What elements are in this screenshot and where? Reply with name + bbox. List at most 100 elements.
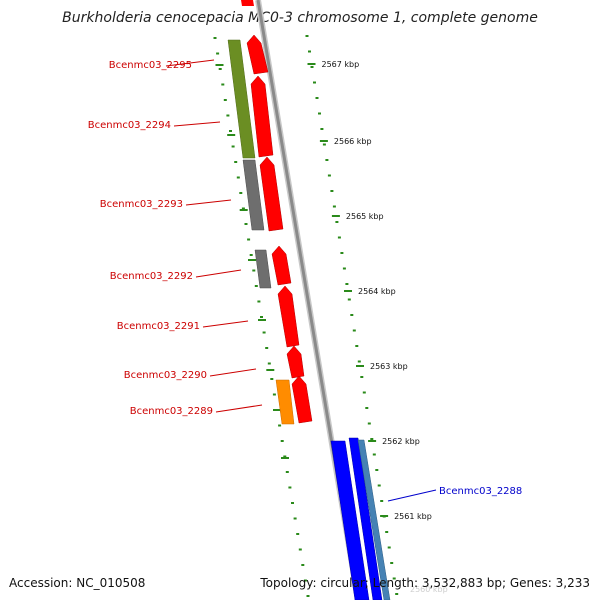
inner-tick-dot — [236, 176, 240, 179]
inner-tick-dot — [262, 331, 266, 334]
outer-tick-dot — [360, 376, 364, 378]
genome-summary: Topology: circular; Length: 3,532,883 bp… — [260, 576, 590, 590]
outer-tick-dot — [320, 128, 324, 130]
cog-2293[interactable] — [242, 159, 265, 231]
outer-tick-dot — [355, 345, 359, 347]
gene-label[interactable]: Bcenmc03_2288 — [439, 486, 522, 497]
outer-tick-dot — [370, 438, 374, 440]
outer-major-tick — [331, 215, 340, 217]
cds-partial-top[interactable] — [241, 0, 254, 6]
cds-2293[interactable] — [259, 156, 284, 232]
inner-major-tick — [266, 369, 275, 371]
outer-tick-dot — [380, 500, 384, 502]
inner-tick-dot — [218, 68, 222, 70]
inner-tick-dot — [216, 52, 220, 55]
inner-tick-dot — [267, 362, 271, 365]
cog-2289[interactable] — [275, 379, 295, 425]
gene-leader-line — [209, 368, 257, 377]
outer-tick-dot — [372, 453, 376, 456]
outer-tick-dot — [315, 97, 319, 99]
outer-tick-dot — [313, 81, 316, 84]
outer-tick-dot — [308, 50, 311, 53]
inner-tick-dot — [272, 393, 276, 396]
outer-tick-dot — [365, 407, 369, 409]
gene-label[interactable]: Bcenmc03_2293 — [100, 199, 183, 210]
inner-tick-dot — [303, 579, 307, 582]
outer-tick-dot — [345, 283, 349, 285]
outer-tick-dot — [330, 190, 334, 192]
inner-tick-dot — [283, 455, 287, 458]
cds-2291[interactable] — [277, 285, 300, 348]
outer-major-tick — [368, 440, 377, 442]
gene-label[interactable]: Bcenmc03_2292 — [110, 271, 193, 282]
cog-2292[interactable] — [254, 249, 272, 289]
inner-tick-dot — [229, 130, 232, 132]
outer-tick-dot — [375, 469, 379, 471]
outer-tick-dot — [350, 314, 354, 316]
inner-tick-dot — [249, 254, 253, 256]
inner-tick-dot — [252, 269, 256, 272]
cds-2295[interactable] — [246, 34, 269, 75]
cds-2290[interactable] — [286, 345, 305, 379]
inner-major-tick — [227, 134, 236, 136]
cds-2288-shade[interactable] — [357, 439, 391, 600]
cds-2294[interactable] — [250, 75, 274, 158]
outer-tick-dot — [332, 205, 336, 208]
inner-tick-dot — [247, 238, 251, 241]
outer-major-tick — [307, 63, 316, 65]
inner-tick-dot — [306, 595, 310, 597]
tick-label: 2565 kbp — [346, 212, 384, 221]
tick-label: 2561 kbp — [394, 512, 432, 521]
inner-tick-dot — [213, 37, 217, 39]
inner-major-tick — [239, 209, 248, 211]
inner-tick-dot — [221, 83, 225, 86]
outer-tick-dot — [352, 329, 356, 332]
gene-label[interactable]: Bcenmc03_2290 — [124, 370, 207, 381]
outer-tick-dot — [367, 422, 371, 425]
gene-leader-line — [215, 404, 263, 413]
outer-tick-dot — [362, 391, 366, 394]
gene-label[interactable]: Bcenmc03_2295 — [109, 60, 192, 71]
inner-tick-dot — [226, 114, 230, 117]
inner-tick-dot — [291, 502, 294, 504]
inner-tick-dot — [223, 99, 227, 101]
inner-tick-dot — [285, 471, 289, 473]
accession-text: Accession: NC_010508 — [9, 576, 146, 590]
gene-label[interactable]: Bcenmc03_2289 — [130, 406, 213, 417]
inner-major-tick — [273, 409, 281, 411]
outer-tick-dot — [327, 174, 331, 177]
gene-label[interactable]: Bcenmc03_2294 — [88, 120, 171, 131]
inner-tick-dot — [298, 548, 302, 551]
cds-2289[interactable] — [291, 375, 313, 424]
tick-layer: 2567 kbp 2566 kbp 2565 kbp 2564 kbp 2563 kbp… — [213, 35, 432, 597]
outer-tick-dot — [340, 252, 344, 254]
gene-leader-line — [387, 489, 437, 502]
cds-2292[interactable] — [271, 245, 292, 286]
label-layer: Bcenmc03_2295 Bcenmc03_2294 Bcenmc03_2293 B… — [88, 59, 522, 502]
outer-tick-dot — [385, 531, 389, 533]
inner-major-tick — [215, 64, 224, 66]
faded-tick-label: 2560 kbp — [410, 585, 448, 594]
outer-major-tick — [319, 140, 328, 142]
gene-leader-line — [165, 59, 215, 67]
outer-tick-dot — [357, 360, 361, 363]
gene-leader-line — [195, 269, 242, 278]
outer-tick-dot — [395, 593, 399, 595]
gene-leader-line — [185, 199, 232, 206]
cds-2288[interactable] — [348, 437, 383, 600]
outer-tick-dot — [387, 546, 391, 549]
inner-tick-dot — [280, 440, 284, 442]
inner-major-tick — [281, 457, 289, 459]
outer-tick-dot — [392, 577, 396, 580]
inner-tick-dot — [288, 486, 292, 489]
gene-label[interactable]: Bcenmc03_2291 — [117, 321, 200, 332]
inner-tick-dot — [265, 347, 269, 349]
outer-tick-dot — [325, 159, 329, 161]
outer-major-tick — [344, 290, 352, 292]
cog-2295-2294[interactable] — [227, 39, 256, 159]
tick-label: 2563 kbp — [370, 362, 408, 371]
inner-tick-dot — [231, 145, 235, 148]
outer-tick-dot — [335, 221, 339, 223]
outer-tick-dot — [390, 562, 394, 564]
cog-2288[interactable] — [330, 440, 370, 600]
